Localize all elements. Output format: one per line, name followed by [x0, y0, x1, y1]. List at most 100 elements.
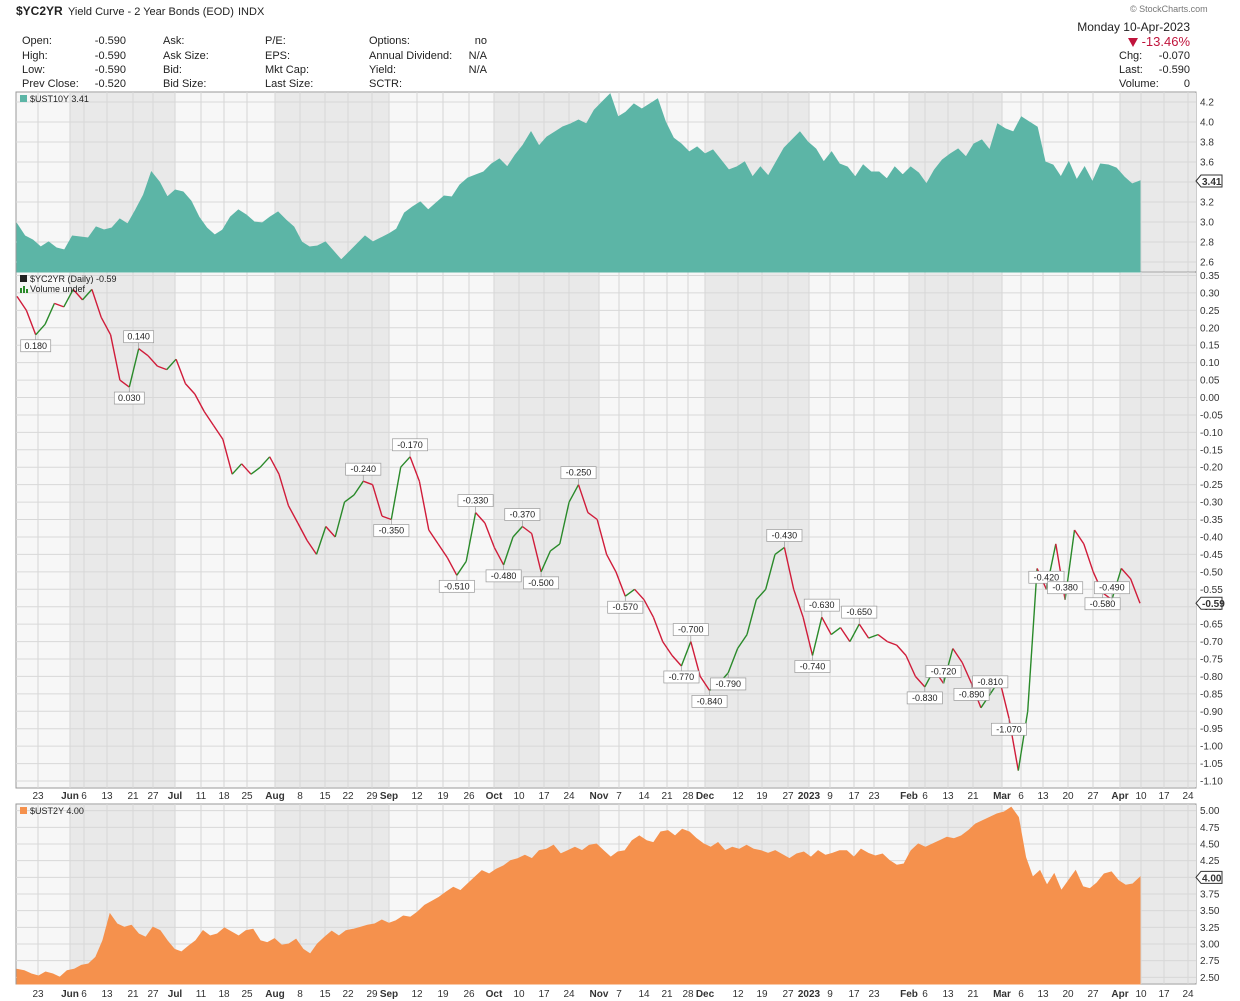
y-tick-label: 3.8 — [1200, 138, 1214, 149]
x-tick-label: Jun — [61, 791, 79, 802]
data-label-text: -0.840 — [697, 696, 723, 706]
y-tick-label: -0.90 — [1200, 707, 1223, 718]
line-segment — [1073, 529, 1085, 545]
last-value-text: -0.59 — [1202, 599, 1225, 610]
data-label-text: -0.490 — [1099, 583, 1125, 593]
line-segment — [624, 588, 636, 597]
y-tick-label: -0.80 — [1200, 672, 1223, 683]
line-segment — [54, 302, 65, 308]
x-tick-label: 19 — [437, 791, 449, 802]
symbol[interactable]: $YC2YR — [16, 4, 63, 18]
x-tick-label: Jul — [168, 791, 183, 802]
y-tick-label: -0.65 — [1200, 620, 1223, 631]
data-label-box — [972, 675, 1009, 689]
data-label-text: -0.370 — [510, 510, 536, 520]
x-tick-label: 24 — [1182, 791, 1194, 802]
data-label: -0.700 — [672, 623, 709, 642]
x-tick-label: 15 — [319, 989, 331, 1000]
x-tick-label: 13 — [1037, 791, 1049, 802]
data-label: -0.480 — [485, 564, 522, 583]
data-label-text: -0.480 — [491, 571, 517, 581]
x-tick-label: 17 — [848, 989, 860, 1000]
x-tick-label: 10 — [1135, 791, 1147, 802]
x-tick-label: 15 — [319, 791, 331, 802]
data-label: 0.140 — [123, 330, 155, 349]
y-tick-label: 3.6 — [1200, 158, 1214, 169]
y-tick-label: 3.2 — [1200, 198, 1214, 209]
volume-bars-icon — [20, 286, 28, 293]
x-tick-label: 9 — [827, 791, 833, 802]
line-segment — [353, 480, 364, 496]
x-tick-label: 27 — [782, 791, 794, 802]
x-tick-label: Dec — [696, 989, 715, 1000]
x-tick-label: 25 — [241, 791, 253, 802]
y-tick-label: 0.35 — [1200, 271, 1220, 282]
x-tick-label: 20 — [1062, 989, 1074, 1000]
y-tick-label: -0.95 — [1200, 724, 1223, 735]
data-label: -0.510 — [438, 575, 475, 593]
data-label: -0.170 — [392, 438, 429, 457]
data-label: -0.630 — [803, 598, 840, 618]
x-tick-label: Mar — [993, 791, 1011, 802]
line-segment — [596, 519, 608, 555]
line-segment — [212, 425, 224, 440]
y-tick-label: -0.85 — [1200, 689, 1223, 700]
stat-value: -0.070 — [1158, 50, 1190, 62]
data-label: -0.430 — [766, 529, 803, 548]
line-segment — [371, 484, 383, 517]
data-label: 0.030 — [113, 387, 145, 405]
line-segment — [100, 316, 112, 336]
line-segment — [690, 641, 701, 677]
line-segment — [269, 456, 280, 475]
y-axis-2: 0.35 0.30 0.25 0.20 0.15 0.10 0.05 0.00 -0.05 -0.… — [16, 271, 1223, 788]
x-tick-label: 9 — [827, 989, 833, 1000]
x-tick-label: 13 — [1037, 989, 1049, 1000]
x-tick-label: 11 — [196, 791, 207, 802]
data-label-box — [607, 600, 644, 614]
x-tick-label: 27 — [1087, 791, 1099, 802]
data-label: -0.570 — [607, 596, 644, 614]
line-segment — [119, 379, 130, 388]
line-segment — [222, 439, 233, 475]
data-label-box — [794, 660, 831, 673]
y-tick-label: 0.15 — [1200, 341, 1220, 352]
panel-title: $YC2YR (Daily) -0.59 — [30, 274, 117, 284]
y-tick-label: -0.30 — [1200, 498, 1223, 509]
volume-bar — [23, 286, 25, 293]
x-axis-labels-1: 23 Jun 6 13 21 27 Jul 11 18 25 Aug 8 15 22 29 Sep 12 19 26… — [32, 791, 1194, 802]
line-segment — [147, 355, 158, 367]
data-label-box — [991, 722, 1027, 736]
x-tick-label: 6 — [1018, 791, 1024, 802]
line-segment — [184, 383, 196, 395]
line-segment — [297, 522, 308, 541]
data-label-box — [691, 695, 728, 708]
line-segment — [531, 533, 542, 572]
data-label-text: -0.250 — [566, 468, 592, 478]
data-label-box — [438, 579, 475, 593]
data-label-text: -0.570 — [613, 602, 639, 612]
x-tick-label: 23 — [868, 989, 880, 1000]
data-label-text: -0.500 — [528, 578, 554, 588]
x-tick-label: 11 — [196, 989, 207, 1000]
data-label-box — [1047, 581, 1084, 595]
data-label: -0.840 — [691, 690, 728, 708]
month-band — [275, 273, 389, 787]
data-label: 0.180 — [20, 334, 52, 353]
last-value-box — [1195, 596, 1223, 610]
line-segment — [577, 484, 589, 513]
y-tick-label: 0.20 — [1200, 323, 1220, 334]
x-tick-label: 19 — [756, 791, 768, 802]
line-segment — [409, 456, 421, 482]
x-tick-label: 23 — [32, 989, 44, 1000]
series-area-1 — [16, 93, 1141, 273]
stat-value: no — [474, 35, 487, 47]
x-tick-label: Aug — [265, 989, 284, 1000]
stat-label: Low: — [22, 64, 46, 76]
last-value-box — [1195, 870, 1223, 884]
stat-label: Open: — [22, 35, 52, 47]
date: Monday 10-Apr-2023 — [1077, 20, 1190, 34]
y-tick-label: 2.8 — [1200, 238, 1214, 249]
panel-legend-swatch — [20, 807, 27, 814]
stat-label: Last Size: — [265, 78, 314, 90]
